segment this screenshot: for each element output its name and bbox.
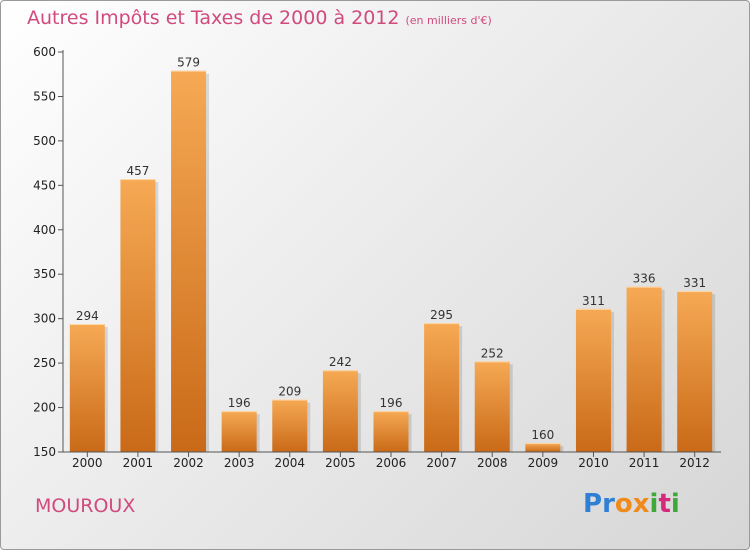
x-tick-label: 2000 [72,456,103,470]
x-tick-label: 2009 [528,456,559,470]
x-tick-label: 2008 [477,456,508,470]
bar [373,411,409,452]
bar [575,308,611,452]
bar-value-label: 196 [228,396,251,410]
x-tick-label: 2003 [224,456,255,470]
x-tick-label: 2011 [629,456,660,470]
x-tick-label: 2012 [679,456,710,470]
y-tick-label: 500 [33,134,56,148]
bar [69,324,105,452]
bar [626,286,662,452]
bar-value-label: 209 [278,385,301,399]
x-tick-label: 2001 [123,456,154,470]
bar-value-label: 579 [177,56,200,70]
x-tick-label: 2010 [578,456,609,470]
y-tick-label: 200 [33,401,56,415]
bar-value-label: 294 [76,309,99,323]
bar-value-label: 311 [582,294,605,308]
bar-value-label: 336 [633,272,656,286]
bar-value-label: 331 [683,276,706,290]
bar-value-label: 457 [126,164,149,178]
proxiti-logo: Proxiti [583,489,680,519]
logo-letter: x [632,489,650,519]
chart-title-text: Autres Impôts et Taxes de 2000 à 2012 [27,7,400,29]
bar [322,370,358,452]
logo-letter: i [670,489,680,519]
chart-subtitle: (en milliers d'€) [405,14,492,27]
bars-group: 294 457 579 196 209 242 196 295 252 160 311 336 331 [69,56,716,453]
y-axis: 150 200 250 300 350 400 450 500 550 600 [33,45,64,459]
logo-letter: t [658,489,671,519]
chart-title: Autres Impôts et Taxes de 2000 à 2012 (en… [27,7,492,29]
y-tick-label: 150 [33,445,56,459]
x-tick-label: 2005 [325,456,356,470]
bar-value-label: 160 [531,428,554,442]
bar [221,411,257,452]
bar [120,179,156,452]
y-tick-label: 250 [33,356,56,370]
logo-letter: i [649,489,659,519]
bar-value-label: 196 [380,396,403,410]
y-tick-label: 600 [33,45,56,59]
bar [474,361,510,452]
y-tick-label: 350 [33,267,56,281]
bar-value-label: 252 [481,346,504,360]
x-tick-label: 2002 [173,456,204,470]
commune-name: MOUROUX [35,495,136,517]
bar [171,70,207,453]
x-tick-label: 2004 [274,456,305,470]
bar [525,443,561,452]
logo-letter: r [602,489,615,519]
y-tick-label: 450 [33,178,56,192]
y-tick-label: 400 [33,223,56,237]
y-tick-label: 550 [33,89,56,103]
bar-value-label: 295 [430,308,453,322]
logo-letter: o [614,489,633,519]
x-tick-label: 2006 [376,456,407,470]
x-axis: 2000 2001 2002 2003 2004 2005 2006 2007 2008 2009… [63,451,721,470]
bar [677,291,713,452]
bar-value-label: 242 [329,355,352,369]
logo-letter: P [583,489,603,519]
y-tick-label: 300 [33,312,56,326]
x-tick-label: 2007 [426,456,457,470]
bar [272,399,308,452]
bar [424,323,460,452]
